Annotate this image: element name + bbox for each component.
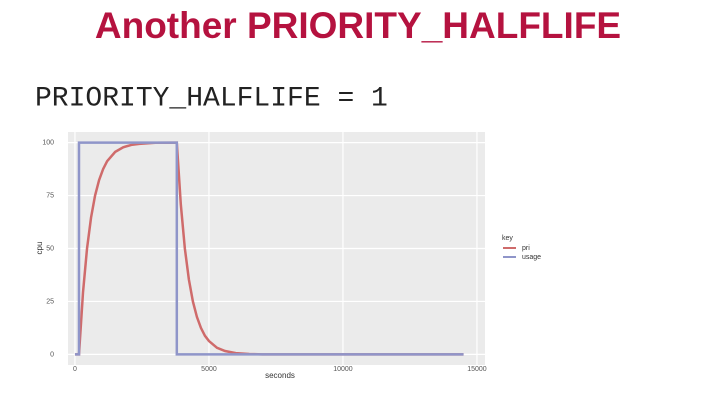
y-tick-label: 0 (50, 351, 54, 358)
y-tick-label: 100 (42, 139, 54, 146)
data-line (74, 141, 464, 356)
y-tick-label: 75 (46, 192, 54, 199)
slide-title: Another PRIORITY_HALFLIFE (95, 5, 621, 46)
x-tick-label: 0 (73, 366, 77, 373)
x-axis-label: seconds (265, 371, 295, 380)
y-tick-label: 50 (46, 245, 54, 252)
code-line: PRIORITY_HALFLIFE = 1 (35, 83, 388, 114)
x-tick-label: 15000 (467, 366, 487, 373)
y-tick-label: 25 (46, 298, 54, 305)
legend-label: pri (522, 245, 530, 252)
x-tick-label: 5000 (201, 366, 217, 373)
y-axis-label: cpu (35, 242, 44, 255)
legend-title: key (502, 235, 513, 242)
legend-label: usage (522, 254, 541, 261)
x-tick-label: 10000 (333, 366, 353, 373)
